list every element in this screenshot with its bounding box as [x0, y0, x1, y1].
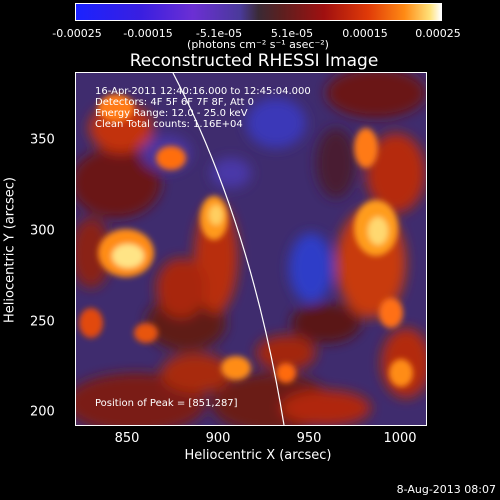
colorbar-tick-label: -0.00025 [52, 27, 102, 40]
solar-limb-line [172, 73, 285, 425]
x-tick-label: 950 [296, 431, 322, 446]
colorbar-tick-label: 0.00015 [342, 27, 388, 40]
detectors-label: Detectors: 4F 5F 6F 7F 8F, Att 0 [95, 97, 255, 108]
footer-date: 8-Aug-2013 08:07 [396, 483, 496, 496]
colorbar-tick-label: 0.00025 [415, 27, 461, 40]
colorbar-tick-label: -5.1e-05 [195, 27, 243, 40]
rhessi-image [75, 72, 427, 426]
rhessi-heatmap [76, 73, 426, 425]
colorbar-tick-label: 5.1e-05 [270, 27, 314, 40]
x-tick-label: 900 [205, 431, 231, 446]
y-tick-label: 200 [30, 404, 55, 420]
colorbar [75, 3, 442, 21]
image-title: Reconstructed RHESSI Image [129, 51, 379, 71]
peak-position-label: Position of Peak = [851,287] [95, 398, 238, 409]
colorbar-units: (photons cm⁻² s⁻¹ asec⁻²) [187, 38, 329, 51]
y-tick-label: 250 [30, 314, 55, 330]
y-tick-label: 350 [30, 132, 55, 148]
x-axis-label: Heliocentric X (arcsec) [184, 448, 332, 463]
time-range-label: 16-Apr-2011 12:40:16.000 to 12:45:04.000 [95, 86, 311, 97]
clean-counts-label: Clean Total counts: 1.16E+04 [95, 119, 243, 130]
energy-range-label: Energy Range: 12.0 - 25.0 keV [95, 108, 248, 119]
colorbar-tick-label: -0.00015 [123, 27, 173, 40]
x-tick-label: 850 [114, 431, 140, 446]
y-tick-label: 300 [30, 223, 55, 239]
y-axis-label: Heliocentric Y (arcsec) [2, 177, 18, 323]
x-tick-label: 1000 [383, 431, 417, 446]
